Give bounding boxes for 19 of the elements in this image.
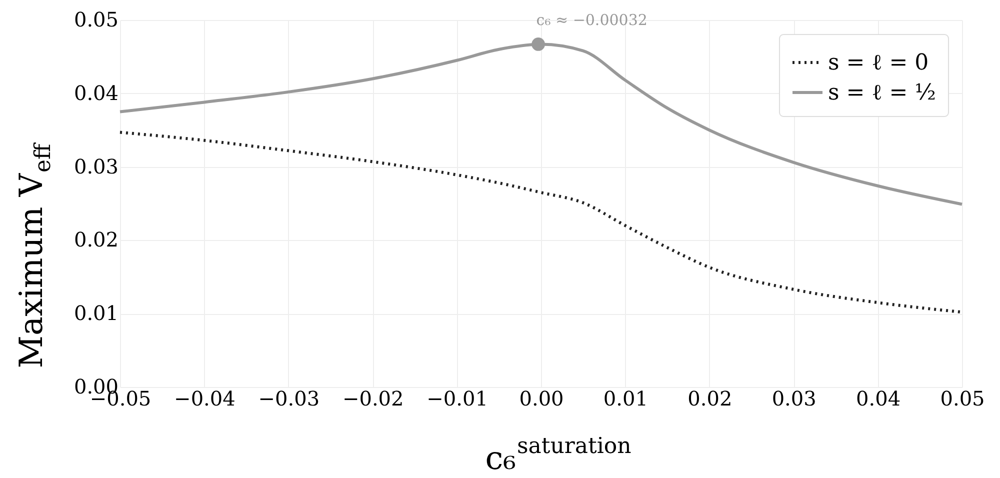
y-axis-title: Maximum Veff: [12, 142, 56, 368]
legend-label: s = ℓ = 0: [828, 50, 929, 76]
x-tick-label: −0.02: [342, 386, 404, 410]
annotation: c₆ ≈ −0.00032: [536, 11, 648, 30]
x-tick-label: 0.01: [603, 386, 648, 410]
y-tick-label: 0.03: [74, 154, 118, 178]
legend-label: s = ℓ = ½: [828, 80, 936, 106]
x-tick-label: 0.02: [688, 386, 732, 410]
x-tick-label: 0.05: [940, 386, 985, 410]
y-tick-label: 0.02: [74, 228, 118, 252]
y-tick-label: 0.04: [74, 80, 118, 105]
x-tick-label: 0.00: [519, 386, 564, 410]
x-tick-label: −0.03: [258, 386, 320, 410]
x-tick-label: −0.04: [174, 386, 236, 410]
x-tick-label: 0.03: [772, 386, 816, 410]
y-tick-label: 0.05: [74, 8, 118, 32]
x-tick-label: 0.04: [856, 386, 901, 410]
x-tick-label: −0.01: [426, 386, 488, 410]
y-tick-label: 0.01: [74, 301, 118, 326]
